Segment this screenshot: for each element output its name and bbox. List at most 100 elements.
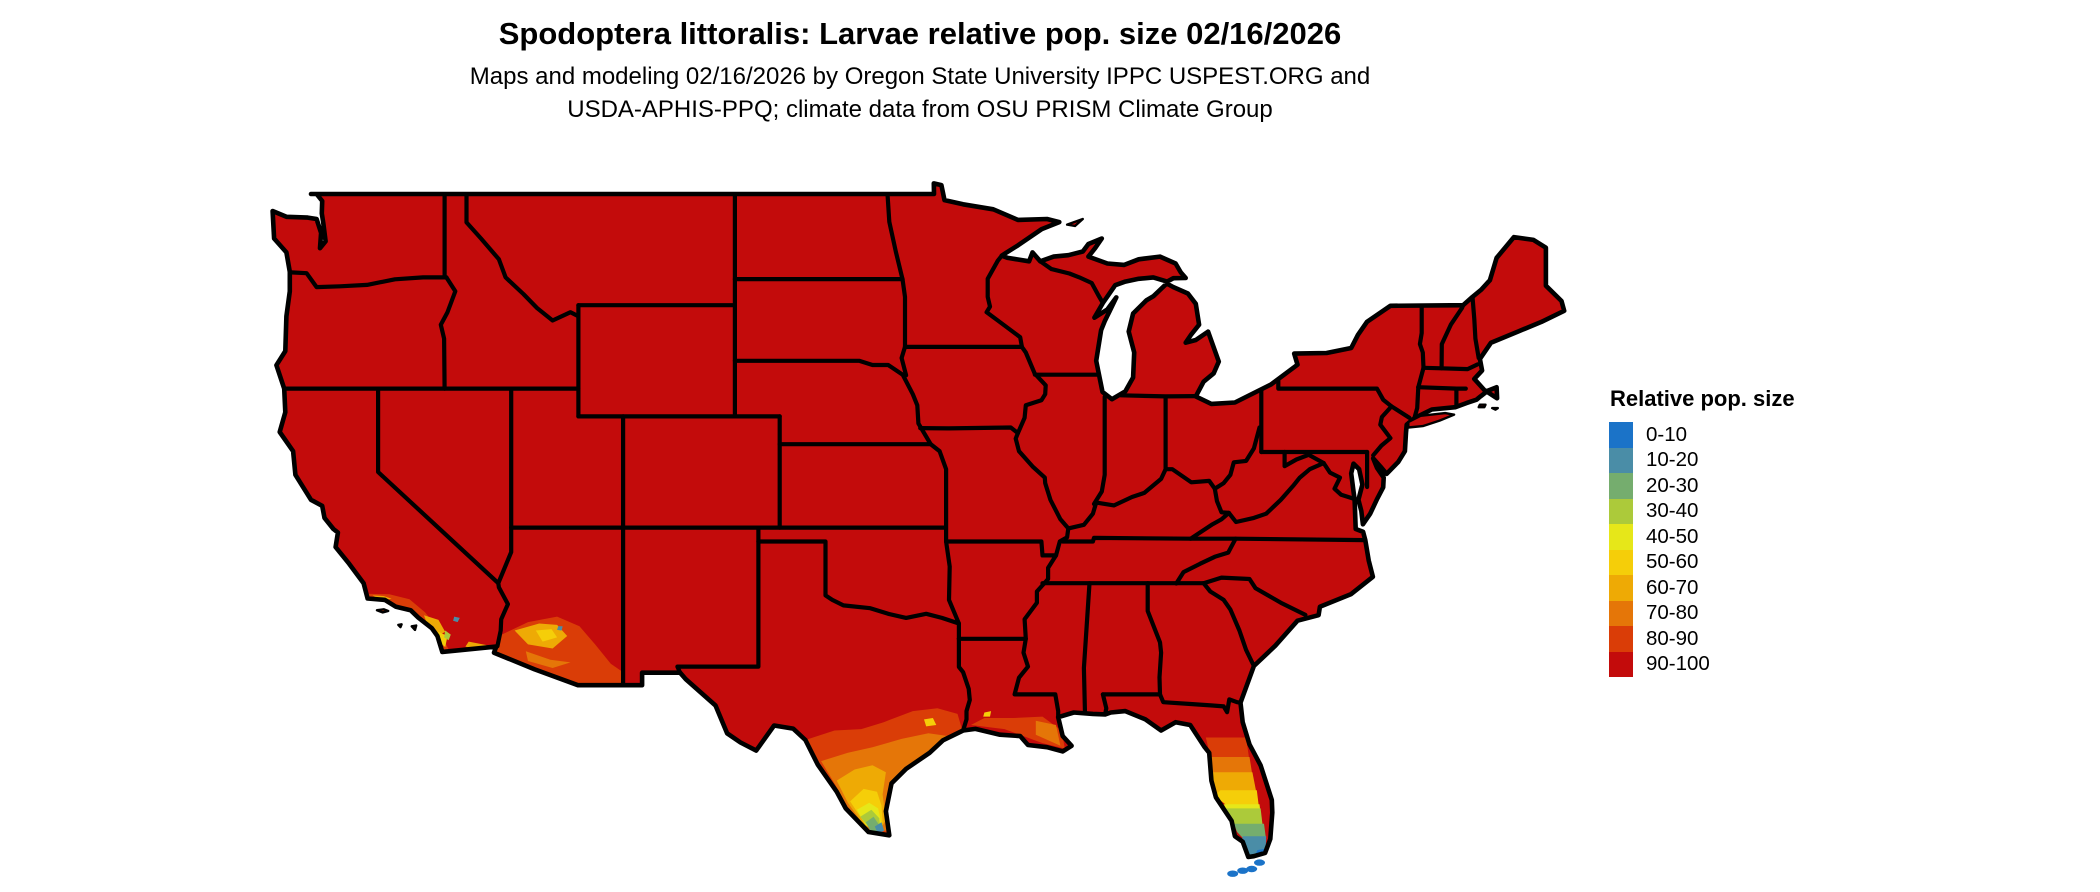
state-border-line xyxy=(1060,535,1368,544)
legend-swatch-0-10 xyxy=(1609,422,1633,448)
legend: Relative pop. size 0-10 10-20 20-30 30-40 40… xyxy=(1609,386,1795,677)
state-border-line xyxy=(1118,393,1198,399)
state-border-line xyxy=(918,425,1020,436)
state-border-line xyxy=(900,277,1024,349)
legend-item: 40-50 xyxy=(1609,524,1795,550)
pop-region-bin-10-20 xyxy=(557,626,563,631)
state-border-line xyxy=(438,275,458,391)
state-border-line xyxy=(1276,379,1394,458)
us-landmass-base xyxy=(272,183,1565,857)
state-borders xyxy=(282,191,1481,733)
legend-item: 70-80 xyxy=(1609,600,1795,626)
legend-item: 80-90 xyxy=(1609,626,1795,652)
legend-swatch-10-20 xyxy=(1609,447,1633,473)
pop-region-bin-10-20 xyxy=(453,616,460,623)
florida-keys xyxy=(1227,859,1265,877)
legend-item-label: 80-90 xyxy=(1646,626,1699,650)
state-border-line xyxy=(1412,385,1421,419)
state-border-line xyxy=(1012,553,1061,720)
state-border-line xyxy=(1421,362,1480,372)
state-border-line xyxy=(1416,365,1426,390)
legend-item-label: 30-40 xyxy=(1646,499,1699,523)
state-border-line xyxy=(956,636,972,733)
legend-item-label: 10-20 xyxy=(1646,448,1699,472)
pop-region-bin-30-40 xyxy=(444,630,451,641)
pop-region-bin-50-60 xyxy=(983,711,992,717)
island xyxy=(1491,406,1499,411)
state-border-line xyxy=(1188,461,1326,541)
state-border-line xyxy=(1100,692,1243,715)
legend-swatch-60-70 xyxy=(1609,575,1633,601)
state-border-line xyxy=(1081,581,1092,716)
subtitle-line-1: Maps and modeling 02/16/2026 by Oregon S… xyxy=(469,63,1371,90)
island xyxy=(397,623,403,629)
map-title: Spodoptera littoralis: Larvae relative p… xyxy=(498,16,1342,51)
legend-swatch-90-100 xyxy=(1609,651,1633,677)
us-outline xyxy=(270,181,1567,860)
legend-title: Relative pop. size xyxy=(1610,386,1795,411)
pop-region-bin-60-70 xyxy=(424,615,446,636)
state-border-line xyxy=(1389,404,1412,420)
state-border-line xyxy=(1201,575,1308,617)
pop-region-bin-50-60 xyxy=(535,629,558,642)
pop-region-bin-80-90 xyxy=(1205,737,1250,762)
islands xyxy=(375,217,1499,632)
legend-item-label: 60-70 xyxy=(1646,575,1699,599)
legend-item: 30-40 xyxy=(1609,498,1795,524)
legend-swatch-70-80 xyxy=(1609,600,1633,626)
legend-item: 0-10 xyxy=(1609,422,1795,448)
legend-item: 50-60 xyxy=(1609,549,1795,575)
legend-swatch-80-90 xyxy=(1609,626,1633,652)
pop-region-bin-30-40 xyxy=(1226,808,1263,828)
florida-keys-speck xyxy=(1254,859,1265,866)
legend-item-label: 20-30 xyxy=(1646,473,1699,497)
pop-region-bin-50-60 xyxy=(924,718,937,727)
state-border-line xyxy=(495,581,510,649)
legend-swatch-50-60 xyxy=(1609,549,1633,575)
florida-keys-speck xyxy=(1237,867,1249,874)
state-border-line xyxy=(464,191,581,323)
legend-swatch-40-50 xyxy=(1609,524,1633,550)
state-border-line xyxy=(944,539,961,641)
island xyxy=(1477,403,1487,409)
state-border-line xyxy=(288,270,449,290)
legend-item-label: 40-50 xyxy=(1646,524,1699,548)
legend-item: 10-20 xyxy=(1609,447,1795,473)
state-border-line xyxy=(1417,303,1426,370)
legend-item-label: 50-60 xyxy=(1646,550,1699,574)
pop-region-bin-70-80 xyxy=(1035,720,1061,746)
island xyxy=(375,608,390,614)
state-border-line xyxy=(496,386,514,586)
state-border-line xyxy=(376,386,501,586)
island xyxy=(1065,217,1084,228)
legend-swatch-20-30 xyxy=(1609,473,1633,499)
legend-item: 20-30 xyxy=(1609,473,1795,499)
state-border-line xyxy=(1282,449,1357,502)
subtitle-line-2: USDA-APHIS-PPQ; climate data from OSU PR… xyxy=(567,96,1273,123)
florida-keys-speck xyxy=(1227,870,1239,877)
legend-item-label: 0-10 xyxy=(1646,422,1688,446)
legend-swatch-30-40 xyxy=(1609,498,1633,524)
state-border-line xyxy=(1091,394,1107,507)
state-border-line xyxy=(1470,294,1481,361)
florida-keys-speck xyxy=(1246,865,1258,873)
island xyxy=(410,624,418,632)
pop-region-bin-20-30 xyxy=(865,816,880,834)
legend-item: 90-100 xyxy=(1609,651,1795,677)
map-subtitle: Maps and modeling 02/16/2026 by Oregon S… xyxy=(0,60,1840,126)
state-border-line xyxy=(899,344,909,378)
state-border-line xyxy=(1416,385,1468,391)
state-border-line xyxy=(1212,486,1231,515)
us-map xyxy=(270,181,1567,877)
state-border-line xyxy=(1174,536,1238,586)
state-border-line xyxy=(675,539,961,675)
legend-item-label: 70-80 xyxy=(1646,601,1699,625)
island xyxy=(1407,411,1456,429)
state-border-line xyxy=(885,191,905,282)
legend-item-label: 90-100 xyxy=(1646,652,1710,676)
state-border-line xyxy=(1145,581,1164,697)
state-border-line xyxy=(1038,259,1105,306)
state-border-line xyxy=(1201,581,1256,669)
state-border-line xyxy=(984,253,1024,349)
